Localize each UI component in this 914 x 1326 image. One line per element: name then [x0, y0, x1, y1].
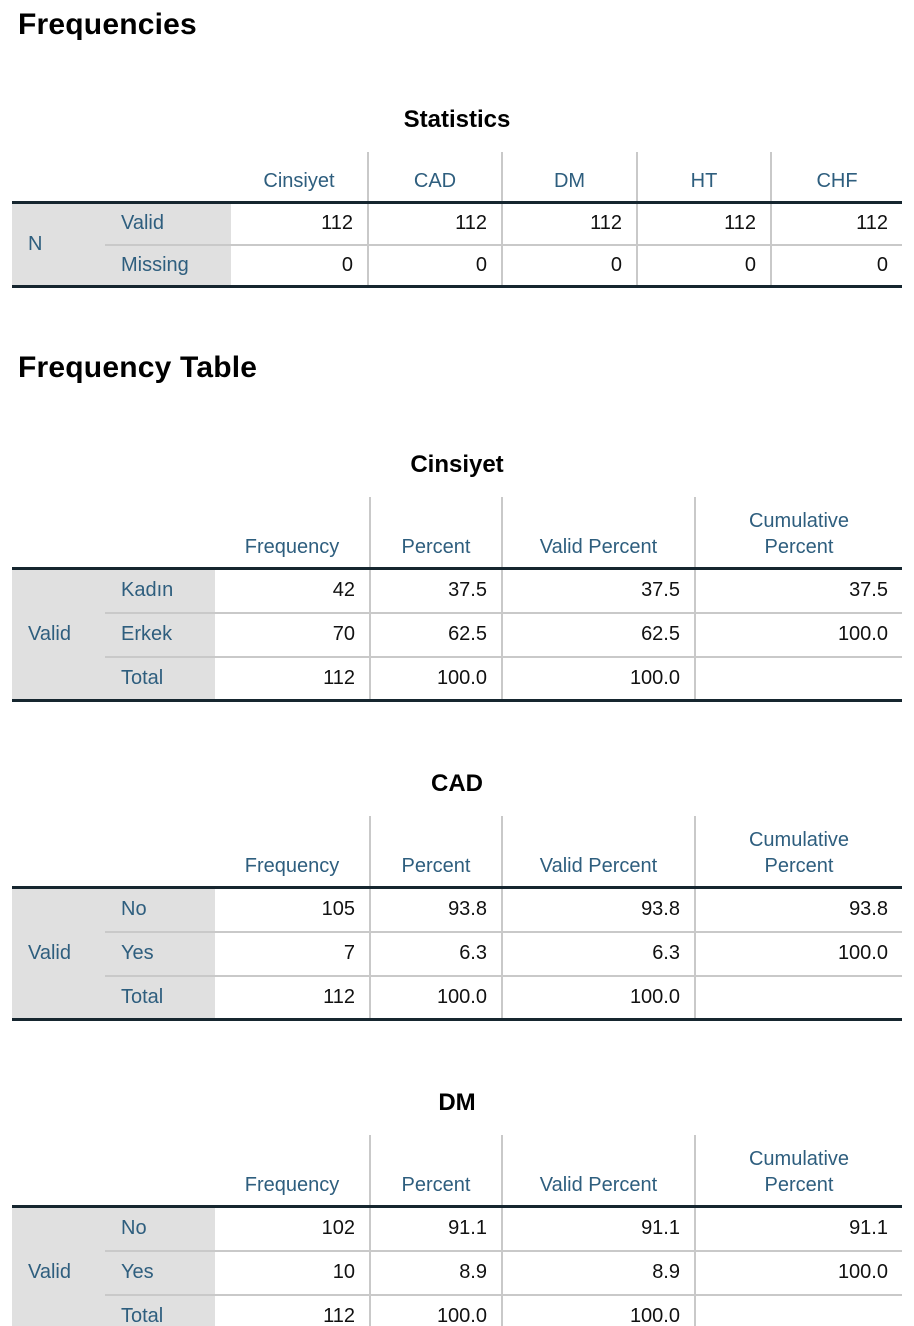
value-cell: 8.9 [369, 1249, 502, 1295]
value-cell: 100.0 [694, 611, 902, 657]
row-stub-valid: Valid [12, 568, 105, 701]
column-header: Cumulative Percent [694, 816, 902, 889]
row-stub-total: Total [105, 974, 215, 1020]
column-header: CAD [367, 152, 502, 204]
value-cell: 93.8 [369, 887, 502, 932]
row-stub-kadin: Kadın [105, 568, 215, 613]
column-header: Cumulative Percent [694, 497, 902, 570]
value-cell: 10 [215, 1249, 370, 1295]
value-cell: 100.0 [501, 1293, 695, 1326]
column-header: Percent [369, 497, 502, 570]
value-cell: 0 [501, 243, 637, 287]
value-cell: 62.5 [369, 611, 502, 657]
value-cell: 100.0 [369, 1293, 502, 1326]
value-cell: 100.0 [694, 1249, 902, 1295]
row-stub-valid: Valid [12, 1206, 105, 1326]
row-stub-missing: Missing [105, 243, 231, 287]
value-cell: 100.0 [369, 655, 502, 701]
value-cell: 100.0 [694, 930, 902, 976]
value-cell [694, 1293, 902, 1326]
value-cell: 112 [636, 202, 771, 245]
statistics-table: Cinsiyet CAD DM HT CHF N Valid 112 112 1… [12, 152, 902, 288]
value-cell: 0 [770, 243, 902, 287]
column-header: Cumulative Percent [694, 1135, 902, 1208]
frequency-table-heading: Frequency Table [18, 351, 258, 384]
value-cell: 37.5 [369, 568, 502, 613]
value-cell: 112 [215, 655, 370, 701]
value-cell: 100.0 [501, 974, 695, 1020]
value-cell: 62.5 [501, 611, 695, 657]
statistics-table-title: Statistics [403, 106, 511, 133]
value-cell: 112 [231, 202, 368, 245]
value-cell: 100.0 [501, 655, 695, 701]
value-cell: 0 [367, 243, 502, 287]
row-stub-total: Total [105, 655, 215, 701]
value-cell: 0 [231, 243, 368, 287]
column-header: Cinsiyet [231, 152, 368, 204]
column-header: Valid Percent [501, 1135, 695, 1208]
value-cell: 6.3 [369, 930, 502, 976]
value-cell: 93.8 [501, 887, 695, 932]
column-header: DM [501, 152, 637, 204]
cad-table-title: CAD [431, 770, 483, 797]
value-cell: 93.8 [694, 887, 902, 932]
stub-header-spacer [12, 152, 231, 204]
value-cell: 112 [215, 974, 370, 1020]
row-stub-valid: Valid [105, 202, 231, 245]
column-header: Percent [369, 1135, 502, 1208]
value-cell: 100.0 [369, 974, 502, 1020]
value-cell [694, 974, 902, 1020]
dm-table-title: DM [438, 1089, 476, 1116]
value-cell: 8.9 [501, 1249, 695, 1295]
column-header: HT [636, 152, 771, 204]
value-cell: 7 [215, 930, 370, 976]
frequency-table-cad: Frequency Percent Valid Percent Cumulati… [12, 816, 902, 1021]
value-cell [694, 655, 902, 701]
value-cell: 91.1 [501, 1206, 695, 1251]
value-cell: 91.1 [369, 1206, 502, 1251]
stub-header-spacer [12, 1135, 215, 1208]
value-cell: 105 [215, 887, 370, 932]
column-header: Valid Percent [501, 497, 695, 570]
value-cell: 112 [770, 202, 902, 245]
value-cell: 112 [501, 202, 637, 245]
row-stub-valid: Valid [12, 887, 105, 1020]
column-header: Valid Percent [501, 816, 695, 889]
value-cell: 102 [215, 1206, 370, 1251]
row-stub-n: N [12, 202, 105, 287]
row-stub-yes: Yes [105, 930, 215, 976]
column-header: CHF [770, 152, 902, 204]
value-cell: 70 [215, 611, 370, 657]
value-cell: 42 [215, 568, 370, 613]
row-stub-yes: Yes [105, 1249, 215, 1295]
row-stub-no: No [105, 887, 215, 932]
value-cell: 112 [215, 1293, 370, 1326]
value-cell: 91.1 [694, 1206, 902, 1251]
frequency-table-dm: Frequency Percent Valid Percent Cumulati… [12, 1135, 902, 1326]
value-cell: 37.5 [501, 568, 695, 613]
column-header: Frequency [215, 1135, 370, 1208]
value-cell: 6.3 [501, 930, 695, 976]
column-header: Frequency [215, 497, 370, 570]
frequencies-heading: Frequencies [18, 8, 197, 41]
row-stub-no: No [105, 1206, 215, 1251]
row-stub-erkek: Erkek [105, 611, 215, 657]
row-stub-total: Total [105, 1293, 215, 1326]
value-cell: 0 [636, 243, 771, 287]
value-cell: 37.5 [694, 568, 902, 613]
column-header: Percent [369, 816, 502, 889]
stub-header-spacer [12, 816, 215, 889]
value-cell: 112 [367, 202, 502, 245]
stub-header-spacer [12, 497, 215, 570]
cinsiyet-table-title: Cinsiyet [410, 451, 504, 478]
frequency-table-cinsiyet: Frequency Percent Valid Percent Cumulati… [12, 497, 902, 702]
column-header: Frequency [215, 816, 370, 889]
